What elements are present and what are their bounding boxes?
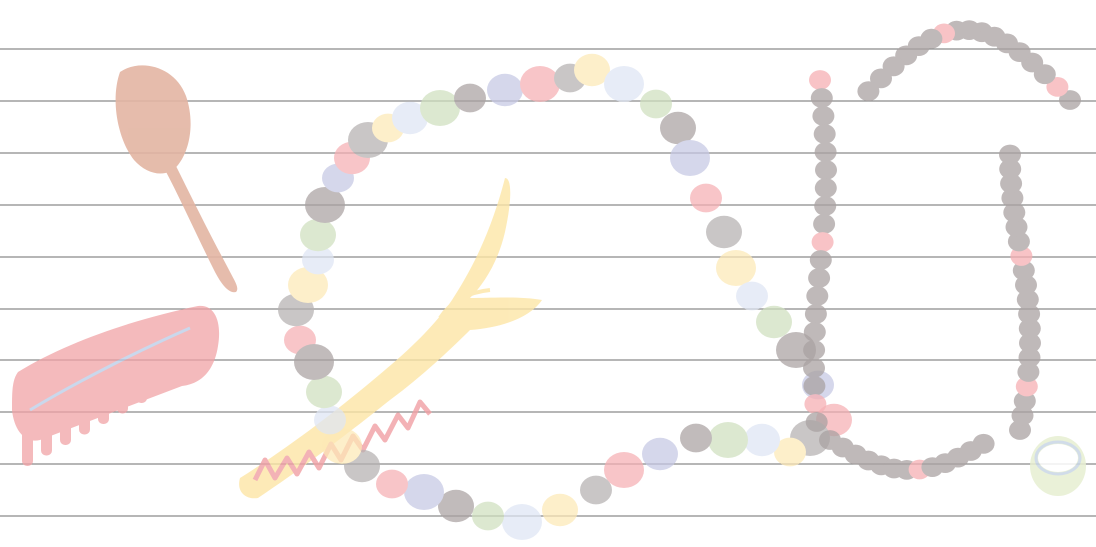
dark-bead-necklace-icon [803, 20, 1081, 480]
watercolor-art [12, 20, 1086, 540]
bangle-icon [1030, 436, 1086, 496]
comb-icon [12, 305, 220, 466]
spoon-icon [115, 65, 238, 293]
bead-necklace-icon [278, 53, 852, 540]
